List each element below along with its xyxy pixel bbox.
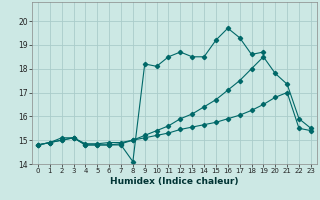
X-axis label: Humidex (Indice chaleur): Humidex (Indice chaleur) (110, 177, 239, 186)
